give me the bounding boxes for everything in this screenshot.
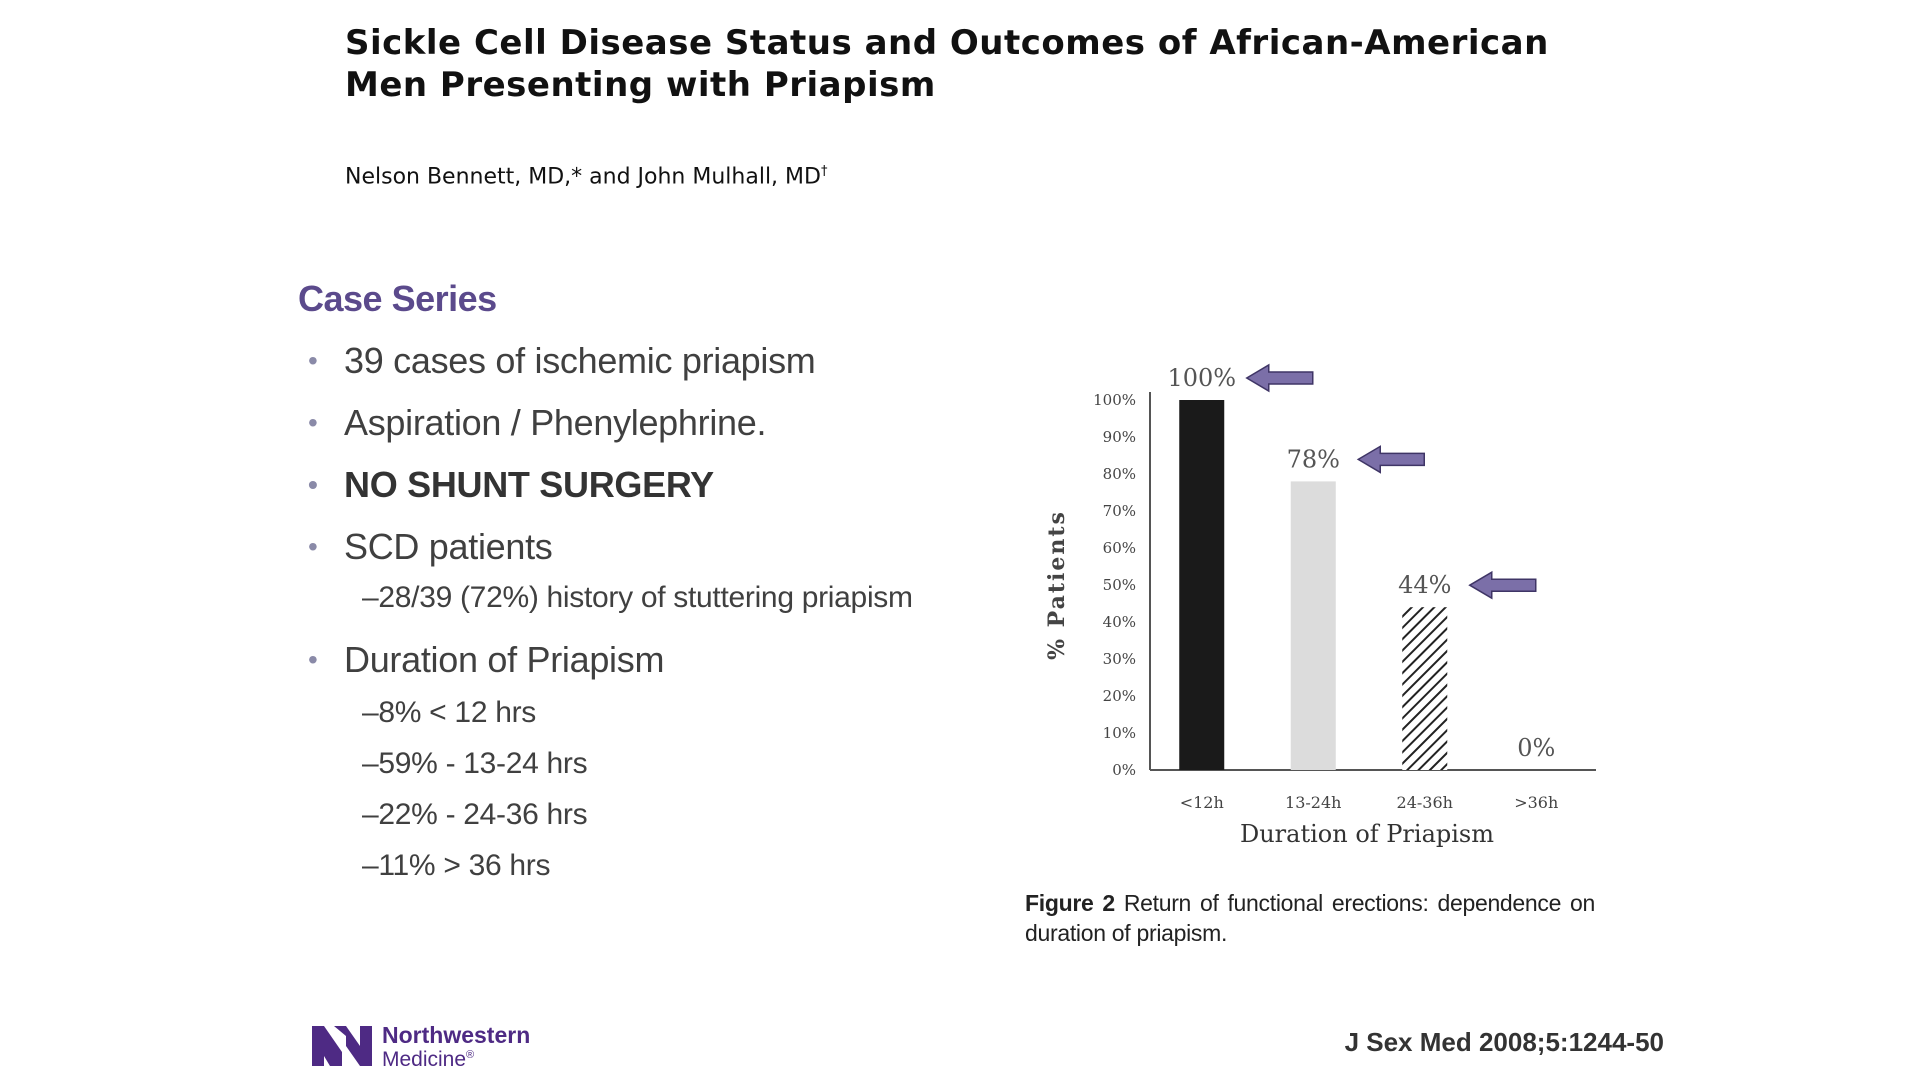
nm-logo-icon: [312, 1026, 372, 1066]
bar: [1290, 481, 1336, 770]
bullet-text: SCD patients: [344, 526, 553, 567]
y-tick-label: 30%: [1103, 650, 1136, 668]
logo-medicine-word: Medicine: [382, 1048, 467, 1071]
bar-value-label: 100%: [1167, 364, 1236, 392]
sub-bullet-item: –28/39 (72%) history of stuttering priap…: [362, 581, 913, 614]
bullet-text: Duration of Priapism: [344, 639, 665, 680]
caption-label: Figure 2: [1025, 890, 1115, 916]
bullet-item: • 39 cases of ischemic priapism: [306, 330, 1006, 392]
bar-chart: 0% 10% 20% 30% 40% 50% 60% 70% 80% 90% 100% % Patie…: [1010, 340, 1610, 860]
y-tick-label: 40%: [1103, 613, 1136, 631]
y-tick-label: 70%: [1103, 502, 1136, 520]
logo-text-medicine: Medicine®: [382, 1048, 474, 1072]
x-axis-title: Duration of Priapism: [1240, 820, 1494, 848]
pointer-arrow-icon: [1356, 445, 1425, 474]
bullet-dot-icon: •: [308, 345, 318, 376]
bullet-text: NO SHUNT SURGERY: [344, 464, 714, 505]
journal-citation: J Sex Med 2008;5:1244-50: [1344, 1027, 1664, 1057]
logo-text-northwestern: Northwestern: [382, 1022, 531, 1048]
bullet-dot-icon: •: [308, 469, 318, 500]
bullet-dot-icon: •: [308, 531, 318, 562]
authors-text: Nelson Bennett, MD,* and John Mulhall, M…: [345, 164, 821, 190]
bar: [1179, 400, 1225, 770]
y-tick-label: 100%: [1093, 391, 1136, 409]
bullet-dot-icon: •: [308, 407, 318, 438]
sub-bullet-item: –8% < 12 hrs: [362, 696, 537, 729]
sub-bullet-item: –59% - 13-24 hrs: [362, 747, 588, 780]
bar-value-label: 78%: [1287, 445, 1340, 473]
bar: [1402, 607, 1448, 770]
bullet-item: • Aspiration / Phenylephrine.: [306, 392, 1006, 454]
figure-caption: Figure 2 Return of functional erections:…: [1025, 888, 1595, 948]
x-tick-label: <12h: [1180, 793, 1224, 812]
bullet-text: 39 cases of ischemic priapism: [344, 340, 816, 381]
authors-affiliation-mark: †: [820, 164, 828, 179]
y-tick-label: 50%: [1103, 576, 1136, 594]
y-tick-label: 10%: [1103, 724, 1136, 742]
bar-value-label: 44%: [1398, 571, 1451, 599]
chart-svg: 0% 10% 20% 30% 40% 50% 60% 70% 80% 90% 100% % Patie…: [1044, 363, 1596, 848]
caption-text: Return of functional erections: dependen…: [1025, 890, 1595, 946]
bar-value-label: 0%: [1517, 734, 1555, 762]
section-heading: Case Series: [298, 278, 497, 319]
x-tick-label: 24-36h: [1397, 793, 1453, 812]
logo-registered-mark: ®: [466, 1049, 475, 1061]
y-tick-label: 80%: [1103, 465, 1136, 483]
paper-authors: Nelson Bennett, MD,* and John Mulhall, M…: [345, 164, 827, 189]
bullet-item: • SCD patients: [306, 516, 1006, 578]
bullet-item: • NO SHUNT SURGERY: [306, 454, 1006, 516]
y-axis-title: % Patients: [1044, 510, 1070, 660]
paper-title: Sickle Cell Disease Status and Outcomes …: [345, 23, 1549, 105]
sub-bullet-item: –11% > 36 hrs: [362, 849, 551, 882]
bullet-item: • Duration of Priapism: [306, 629, 1006, 691]
pointer-arrow-icon: [1468, 570, 1537, 600]
y-tick-label: 20%: [1103, 687, 1136, 705]
x-tick-label: 13-24h: [1285, 793, 1341, 812]
y-tick-label: 90%: [1103, 428, 1136, 446]
bullet-dot-icon: •: [308, 644, 318, 675]
pointer-arrow-icon: [1245, 363, 1314, 393]
bullet-text: Aspiration / Phenylephrine.: [344, 402, 767, 443]
y-tick-label: 0%: [1112, 761, 1136, 779]
bullet-list: • 39 cases of ischemic priapism • Aspiratio…: [306, 330, 1006, 891]
y-tick-label: 60%: [1103, 539, 1136, 557]
x-tick-label: >36h: [1514, 793, 1558, 812]
sub-bullet-item: –22% - 24-36 hrs: [362, 798, 588, 831]
